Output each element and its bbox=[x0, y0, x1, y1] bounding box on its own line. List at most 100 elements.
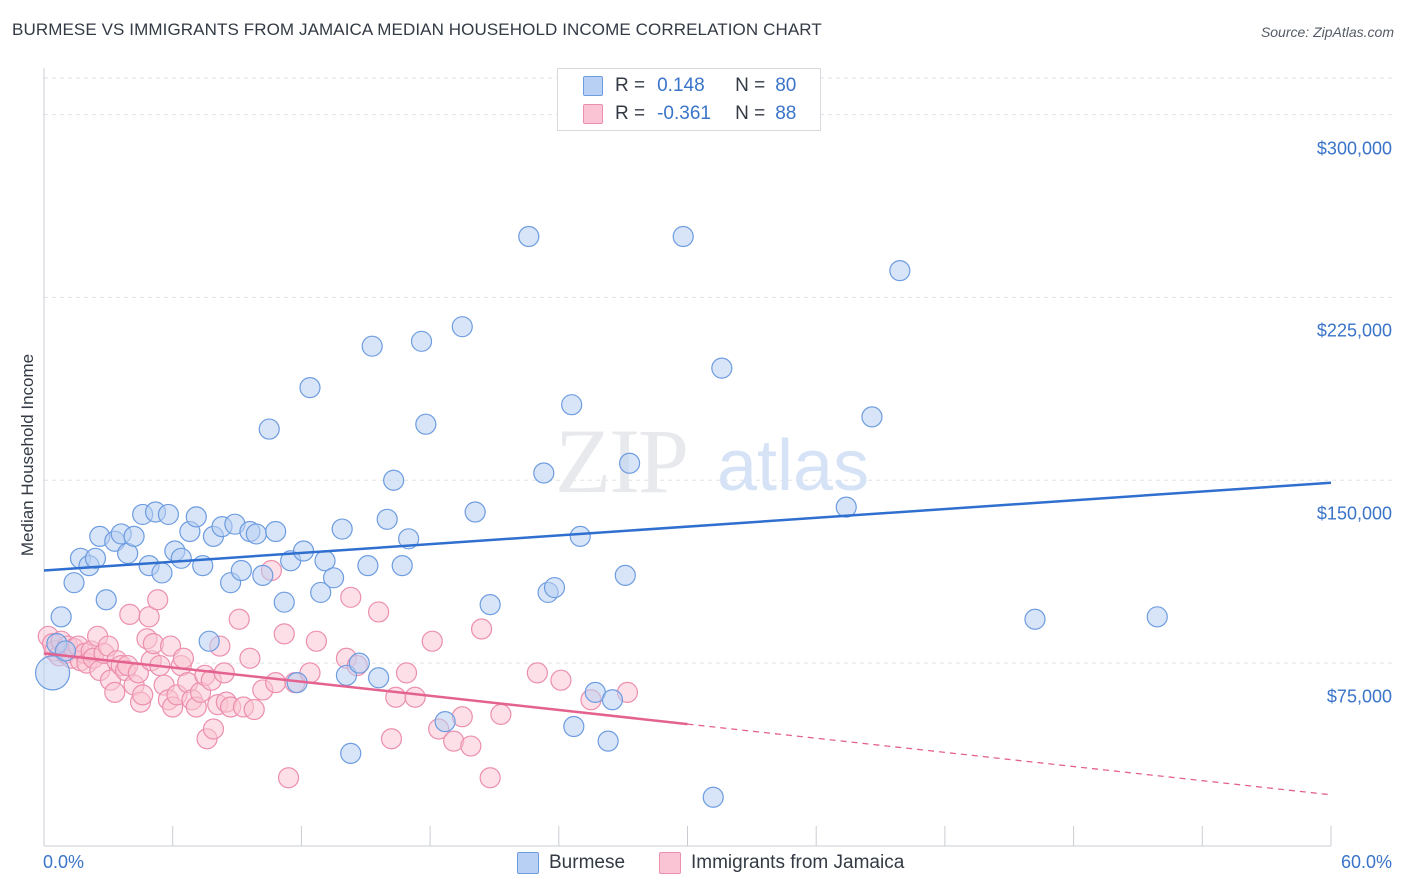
data-point bbox=[380, 728, 403, 750]
data-point bbox=[147, 589, 169, 611]
legend-r-label: R = bbox=[615, 75, 646, 96]
data-point bbox=[672, 225, 694, 248]
legend-swatch-pink bbox=[583, 104, 603, 124]
data-point bbox=[340, 742, 362, 764]
correlation-legend: R = 0.148 N = 80 R = -0.361 N = 88 bbox=[557, 68, 821, 131]
data-point bbox=[563, 715, 585, 738]
data-point bbox=[434, 711, 456, 733]
trend-line-jamaica bbox=[43, 652, 688, 726]
data-point bbox=[395, 662, 418, 684]
data-point bbox=[138, 606, 160, 628]
data-point bbox=[597, 730, 619, 752]
data-point bbox=[331, 518, 353, 540]
data-point bbox=[368, 601, 390, 623]
data-point bbox=[265, 520, 287, 543]
series-legend-burmese[interactable]: Burmese bbox=[517, 852, 625, 874]
data-point bbox=[368, 667, 390, 689]
data-point bbox=[239, 647, 261, 669]
data-point bbox=[277, 767, 300, 789]
data-point bbox=[292, 540, 315, 562]
data-point bbox=[119, 603, 141, 625]
data-point bbox=[322, 567, 345, 589]
data-point bbox=[104, 681, 126, 704]
series-legend-label: Burmese bbox=[549, 852, 626, 873]
series-burmese-points bbox=[34, 225, 1168, 808]
data-point bbox=[245, 523, 267, 545]
legend-r-value: -0.361 bbox=[657, 103, 711, 124]
data-point bbox=[348, 652, 370, 674]
data-point bbox=[335, 664, 358, 686]
data-point bbox=[95, 589, 117, 611]
source-label: Source: ZipAtlas.com bbox=[1260, 24, 1394, 40]
data-point bbox=[376, 508, 398, 530]
data-point bbox=[421, 630, 443, 652]
data-point bbox=[198, 630, 220, 652]
data-point bbox=[614, 564, 636, 586]
legend-row-jamaica: R = -0.361 N = 88 bbox=[558, 100, 796, 128]
y-tick-label: $75,000 bbox=[1326, 686, 1392, 707]
data-point bbox=[460, 735, 482, 757]
legend-swatch-blue bbox=[583, 76, 603, 96]
data-point bbox=[470, 618, 493, 640]
data-point bbox=[265, 672, 287, 694]
x-tick-label-max: 60.0% bbox=[1340, 852, 1392, 872]
watermark: ZIP atlas bbox=[555, 410, 869, 512]
data-point bbox=[357, 555, 379, 577]
data-point bbox=[404, 686, 426, 708]
data-point bbox=[170, 547, 192, 569]
data-point bbox=[398, 528, 420, 550]
data-point bbox=[34, 655, 71, 691]
data-point bbox=[258, 418, 280, 440]
data-point bbox=[230, 559, 252, 582]
data-point bbox=[273, 623, 295, 645]
trend-line-jamaica-extrapolated bbox=[687, 723, 1332, 796]
data-point bbox=[252, 564, 274, 586]
legend-row-burmese: R = 0.148 N = 80 bbox=[558, 72, 796, 100]
legend-n-label: N = bbox=[735, 103, 766, 124]
series-legend-label: Immigrants from Jamaica bbox=[691, 852, 905, 873]
x-tick-label-min: 0.0% bbox=[43, 852, 85, 872]
data-point bbox=[361, 335, 383, 357]
data-point bbox=[273, 591, 295, 613]
chart-title: BURMESE VS IMMIGRANTS FROM JAMAICA MEDIA… bbox=[12, 20, 822, 39]
legend-n-value: 80 bbox=[775, 75, 797, 96]
data-point bbox=[228, 608, 250, 630]
data-point bbox=[601, 689, 624, 711]
data-point bbox=[159, 635, 182, 657]
data-point bbox=[526, 662, 548, 684]
legend-r-value: 0.148 bbox=[657, 75, 705, 96]
y-tick-label: $225,000 bbox=[1316, 320, 1392, 341]
trend-lines bbox=[43, 481, 1332, 796]
data-point bbox=[63, 572, 85, 594]
data-point bbox=[711, 357, 733, 379]
data-point bbox=[157, 503, 180, 526]
data-point bbox=[383, 469, 405, 491]
data-point bbox=[835, 496, 857, 518]
data-point bbox=[1146, 606, 1168, 628]
trend-line-burmese bbox=[43, 481, 1332, 572]
data-point bbox=[1024, 608, 1046, 630]
y-tick-label: $300,000 bbox=[1316, 138, 1392, 159]
data-point bbox=[54, 640, 77, 662]
data-point bbox=[202, 718, 225, 740]
data-point bbox=[550, 669, 572, 691]
data-point bbox=[185, 506, 207, 528]
data-point bbox=[299, 377, 321, 399]
data-point bbox=[518, 225, 540, 248]
series-legend-jamaica[interactable]: Immigrants from Jamaica bbox=[659, 852, 904, 874]
data-point bbox=[479, 767, 501, 789]
legend-n-label: N = bbox=[735, 75, 766, 96]
data-point bbox=[172, 647, 195, 669]
data-point bbox=[451, 316, 473, 338]
data-point bbox=[702, 786, 724, 808]
data-point bbox=[310, 581, 332, 604]
axes bbox=[43, 68, 1332, 847]
data-point bbox=[479, 594, 501, 616]
data-point bbox=[543, 576, 566, 599]
data-point bbox=[464, 501, 486, 523]
data-point bbox=[391, 555, 413, 577]
series-legend: Burmese Immigrants from Jamaica bbox=[0, 852, 1406, 878]
data-point bbox=[889, 260, 911, 282]
data-point bbox=[618, 452, 641, 474]
